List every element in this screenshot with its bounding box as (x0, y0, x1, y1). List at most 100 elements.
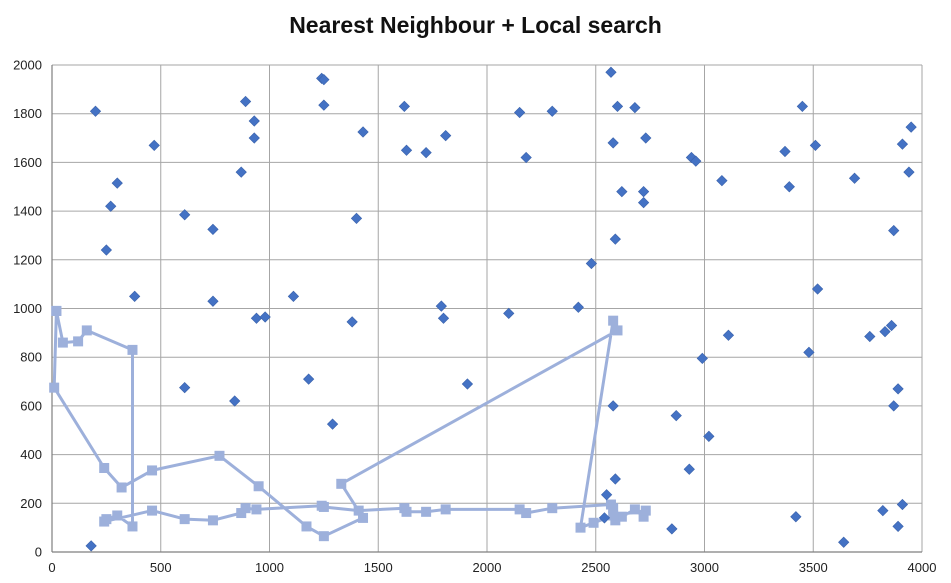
city-point (779, 145, 791, 158)
city-point (696, 352, 708, 365)
city-point (318, 99, 330, 111)
city-point (100, 244, 112, 256)
route-point (51, 305, 62, 316)
route-point (240, 503, 251, 514)
city-point (885, 319, 898, 332)
city-point (877, 504, 889, 517)
city-point (420, 147, 432, 159)
city-point (896, 138, 909, 150)
city-point (611, 100, 624, 113)
city-point (683, 463, 695, 475)
city-point (607, 137, 619, 149)
city-point (585, 257, 598, 270)
city-point (248, 132, 260, 144)
route-point (73, 336, 84, 347)
route-point (440, 504, 451, 515)
city-point (640, 132, 652, 144)
route-point (401, 506, 412, 517)
city-point (148, 139, 160, 151)
route-point (336, 478, 347, 489)
route-point (318, 531, 329, 542)
route-point (147, 465, 158, 476)
city-point (670, 410, 682, 422)
chart-title: Nearest Neighbour + Local search (289, 12, 662, 38)
route-point (521, 508, 532, 519)
city-point (346, 316, 358, 328)
city-point (179, 382, 191, 394)
x-tick-label: 500 (150, 560, 172, 575)
x-tick-label: 3000 (690, 560, 719, 575)
city-point (207, 295, 219, 307)
city-point (690, 155, 702, 167)
city-point (129, 290, 141, 302)
city-point (287, 290, 300, 302)
x-tick-label: 4000 (908, 560, 937, 575)
city-point (722, 329, 735, 341)
route-point (301, 521, 312, 532)
city-point (350, 212, 363, 225)
city-point (546, 105, 558, 117)
x-tick-label: 3500 (799, 560, 828, 575)
city-point (888, 400, 900, 412)
city-point (896, 498, 909, 511)
city-point (666, 523, 678, 535)
route-line (52, 310, 648, 538)
city-point (435, 300, 447, 312)
city-point (803, 346, 815, 358)
y-tick-label: 2000 (13, 58, 42, 73)
city-point (809, 139, 822, 151)
city-point (207, 223, 219, 235)
city-point (250, 312, 263, 324)
route-point (57, 337, 68, 348)
route-point (358, 512, 369, 523)
y-tick-label: 1400 (13, 204, 42, 219)
city-point (85, 540, 97, 552)
city-point (318, 73, 330, 86)
y-tick-label: 600 (20, 398, 42, 413)
city-points-series (85, 66, 917, 552)
city-point (629, 101, 641, 114)
city-point (303, 373, 315, 385)
route-point (608, 315, 619, 326)
city-point (229, 395, 241, 407)
city-point (601, 489, 613, 501)
city-point (326, 418, 339, 430)
city-point (605, 66, 617, 78)
route-point (514, 504, 525, 515)
route-point (608, 510, 619, 521)
city-point (716, 175, 728, 187)
route-point (116, 482, 127, 493)
city-point (811, 283, 824, 295)
y-tick-label: 1200 (13, 252, 42, 267)
route-point (421, 506, 432, 517)
route-point (318, 501, 329, 512)
city-point (239, 95, 252, 108)
route-point (251, 504, 262, 515)
city-point (440, 129, 452, 142)
y-tick-label: 0 (35, 545, 42, 560)
city-point (400, 144, 413, 156)
y-tick-label: 200 (20, 496, 42, 511)
city-point (248, 115, 260, 127)
city-point (609, 233, 621, 245)
city-point (838, 536, 850, 548)
city-point (609, 473, 621, 485)
route-point (99, 462, 110, 473)
route-point (640, 505, 651, 516)
route-point (575, 522, 586, 533)
route-point (179, 514, 190, 525)
city-point (790, 511, 802, 523)
city-point (703, 430, 715, 442)
route-point (353, 505, 364, 516)
route-point (253, 481, 264, 492)
city-point (848, 172, 861, 184)
grid-lines (51, 64, 923, 553)
x-tick-label: 0 (48, 560, 55, 575)
route-point (207, 515, 218, 526)
route-point (629, 504, 640, 515)
city-point (179, 209, 191, 221)
route-point (547, 503, 558, 514)
city-point (783, 181, 795, 193)
city-point (259, 311, 271, 323)
city-point (503, 307, 515, 319)
